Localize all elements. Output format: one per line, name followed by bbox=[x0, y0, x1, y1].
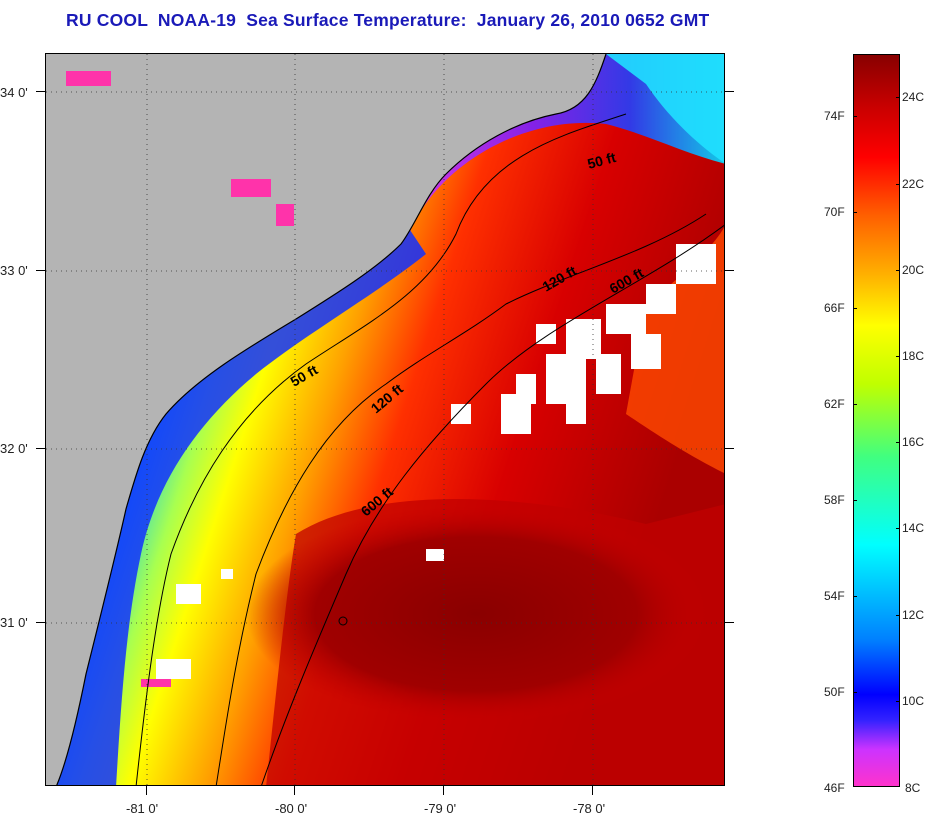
station-marker bbox=[338, 616, 348, 626]
cb-label-14c: 14C bbox=[902, 521, 925, 535]
cb-label-8c: 8C bbox=[905, 781, 921, 795]
temperature-colorbar bbox=[853, 54, 900, 787]
cb-label-50f: 50F bbox=[824, 685, 845, 699]
cb-label-54f: 54F bbox=[824, 589, 845, 603]
contour-lines bbox=[135, 113, 724, 785]
lat-label-32: 32 0' bbox=[0, 441, 28, 456]
cloud-patches bbox=[156, 244, 716, 679]
cb-label-62f: 62F bbox=[824, 397, 845, 411]
lat-label-34: 34 0' bbox=[0, 85, 28, 100]
cb-label-46f: 46F bbox=[824, 781, 845, 795]
cb-label-16c: 16C bbox=[902, 435, 925, 449]
cb-label-20c: 20C bbox=[902, 263, 925, 277]
cb-label-66f: 66F bbox=[824, 301, 845, 315]
cb-label-58f: 58F bbox=[824, 493, 845, 507]
cb-label-12c: 12C bbox=[902, 608, 925, 622]
sst-map: 50 ft 120 ft 600 ft 50 ft 120 ft 600 ft bbox=[45, 53, 725, 786]
warm-core bbox=[246, 504, 706, 724]
lon-label-78: -78 0' bbox=[573, 801, 606, 816]
cb-label-24c: 24C bbox=[902, 90, 925, 104]
cb-label-74f: 74F bbox=[824, 109, 845, 123]
lat-label-31: 31 0' bbox=[0, 615, 28, 630]
lon-label-79: -79 0' bbox=[424, 801, 457, 816]
lat-label-33: 33 0' bbox=[0, 263, 28, 278]
map-title: RU COOL NOAA-19 Sea Surface Temperature:… bbox=[66, 10, 710, 30]
cb-label-18c: 18C bbox=[902, 349, 925, 363]
contour-label-50ft-north: 50 ft bbox=[586, 149, 618, 172]
land-area bbox=[46, 54, 606, 785]
lon-label-81: -81 0' bbox=[126, 801, 159, 816]
cb-label-70f: 70F bbox=[824, 205, 845, 219]
cb-label-10c: 10C bbox=[902, 694, 925, 708]
lon-label-80: -80 0' bbox=[275, 801, 308, 816]
cb-label-22c: 22C bbox=[902, 177, 925, 191]
